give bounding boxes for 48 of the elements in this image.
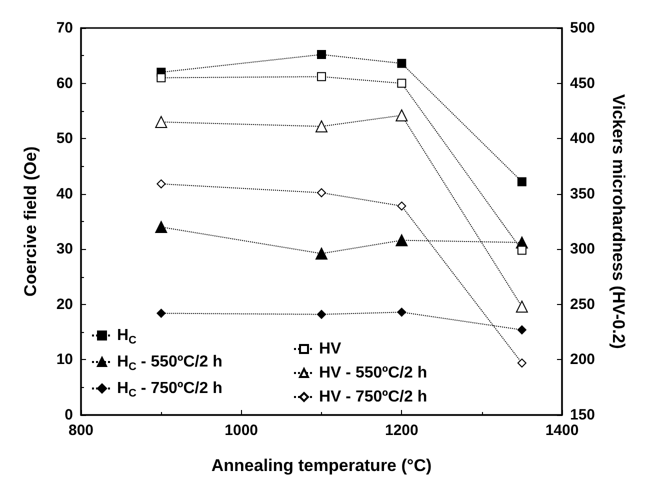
- y-axis-title: Coercive field (Oe): [21, 146, 40, 297]
- point: [156, 308, 166, 318]
- point: [155, 221, 168, 234]
- point: [317, 50, 326, 60]
- y2-tick-label: 350: [570, 185, 596, 202]
- x-axis-title: Annealing temperature (°C): [211, 456, 432, 475]
- x-tick-label: 1200: [384, 422, 418, 439]
- y-tick-label: 0: [64, 406, 73, 424]
- point: [316, 248, 328, 260]
- y-tick-label: 70: [56, 20, 73, 36]
- point: [397, 78, 406, 88]
- point: [517, 177, 526, 186]
- point: [316, 120, 328, 132]
- x-tick-label: 1000: [224, 422, 258, 439]
- point: [517, 246, 526, 255]
- y2-tick-label: 150: [570, 406, 596, 424]
- point: [396, 234, 408, 246]
- point: [317, 310, 326, 319]
- legend-label: HV: [319, 340, 342, 358]
- point: [317, 72, 326, 82]
- point: [397, 308, 406, 317]
- y2-tick-label: 500: [570, 20, 596, 36]
- y2-tick-label: 450: [570, 74, 596, 92]
- x-tick-label: 1400: [545, 422, 579, 439]
- y2-axis-title: Vickers microhardness (HV-0.2): [609, 94, 628, 349]
- y-tick-label: 20: [56, 296, 73, 313]
- point: [397, 202, 406, 211]
- y2-tick-label: 300: [570, 240, 596, 258]
- legend-label: HV - 550ºC/2 h: [319, 364, 428, 382]
- point: [156, 179, 166, 188]
- x-tick-label: 800: [68, 422, 94, 439]
- y-tick-label: 60: [56, 74, 73, 92]
- point: [517, 325, 526, 334]
- y2-tick-label: 250: [570, 296, 596, 313]
- y-tick-label: 40: [56, 185, 73, 202]
- y-tick-label: 30: [56, 240, 73, 258]
- point: [396, 109, 408, 122]
- point: [317, 188, 326, 198]
- y-tick-label: 10: [56, 351, 73, 368]
- legend-label: HV - 750ºC/2 h: [319, 388, 428, 406]
- point: [397, 58, 406, 68]
- y-tick-label: 50: [56, 130, 73, 148]
- y2-tick-label: 400: [570, 130, 596, 148]
- point: [156, 73, 166, 82]
- point: [517, 358, 526, 368]
- y2-tick-label: 200: [570, 351, 596, 368]
- point: [516, 300, 528, 313]
- point: [155, 116, 168, 128]
